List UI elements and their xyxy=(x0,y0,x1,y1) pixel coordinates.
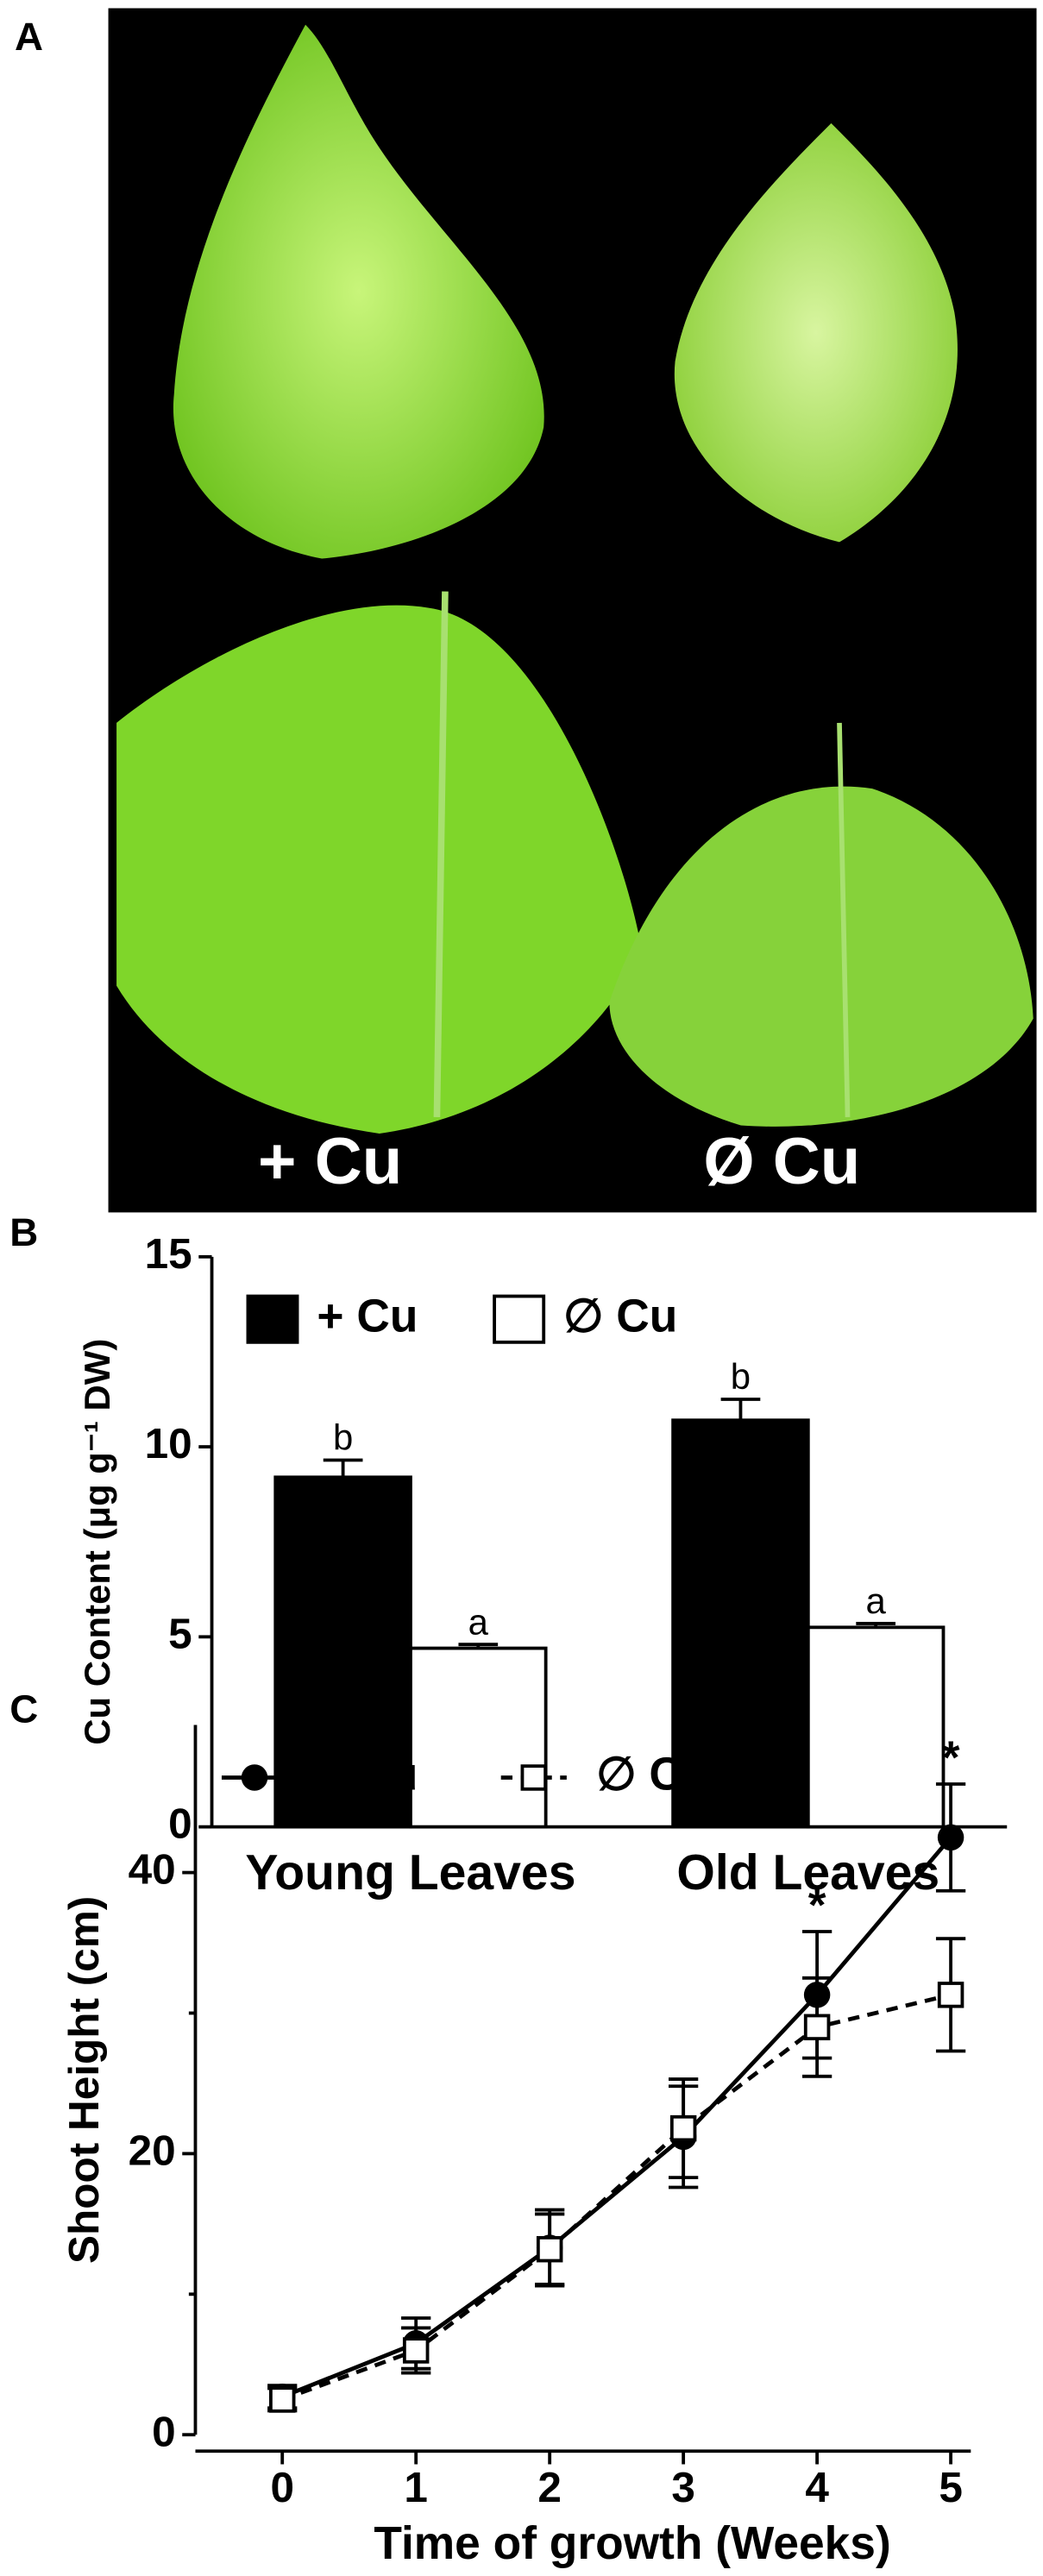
y-tick-label: 15 xyxy=(145,1230,192,1278)
panel-label: A xyxy=(15,15,43,59)
x-tick-label: Young Leaves xyxy=(245,1845,575,1901)
photo-label: Ø Cu xyxy=(703,1125,860,1198)
x-axis-label: Time of growth (Weeks) xyxy=(374,2518,890,2569)
legend-swatch xyxy=(246,1294,299,1344)
photo-stem xyxy=(433,591,449,1118)
photo-leaf xyxy=(674,123,958,543)
panel-label: C xyxy=(9,1687,38,1731)
bar-annotation: a xyxy=(866,1580,887,1621)
photo-plant xyxy=(609,786,1034,1127)
bar-annotation: b xyxy=(731,1356,751,1397)
y-tick-label: 5 xyxy=(168,1610,192,1657)
y-tick-label: 0 xyxy=(152,2408,176,2455)
bar xyxy=(806,1625,946,1829)
significance-mark: * xyxy=(942,1732,960,1783)
photo-stem xyxy=(837,722,851,1118)
photo-leaf xyxy=(173,24,544,559)
marker xyxy=(268,2386,296,2413)
bar xyxy=(409,1646,548,1829)
y-axis-label: Shoot Height (cm) xyxy=(60,1896,108,2264)
x-tick-label: 0 xyxy=(270,2464,294,2511)
marker xyxy=(803,1982,831,2008)
legend-label: ∅ Cu xyxy=(596,1750,710,1800)
legend-marker xyxy=(241,1764,268,1791)
marker xyxy=(937,1982,964,2008)
series-line xyxy=(281,1993,952,2402)
marker xyxy=(536,2235,563,2263)
legend-label: + Cu xyxy=(317,1750,418,1800)
legend-swatch xyxy=(493,1294,546,1344)
marker xyxy=(402,2337,430,2364)
bar-annotation: b xyxy=(333,1417,353,1458)
x-tick-label: 4 xyxy=(805,2464,829,2511)
x-tick-label: 5 xyxy=(939,2464,963,2511)
photo-plant xyxy=(116,605,643,1134)
marker xyxy=(803,2014,831,2041)
panel-label: B xyxy=(9,1210,38,1254)
x-tick-label: Old Leaves xyxy=(676,1845,939,1901)
marker xyxy=(669,2114,697,2142)
x-tick-label: 3 xyxy=(671,2464,695,2511)
legend-label: + Cu xyxy=(317,1291,418,1341)
y-tick-label: 40 xyxy=(129,1846,176,1894)
bar-annotation: a xyxy=(468,1601,489,1642)
photo-label: + Cu xyxy=(258,1125,402,1198)
x-tick-label: 2 xyxy=(537,2464,562,2511)
y-tick-label: 0 xyxy=(168,1800,192,1848)
bar xyxy=(671,1418,810,1829)
x-tick-label: 1 xyxy=(404,2464,428,2511)
y-tick-label: 20 xyxy=(129,2127,176,2174)
marker xyxy=(937,1824,964,1851)
significance-mark: * xyxy=(808,1880,826,1931)
legend-label: ∅ Cu xyxy=(563,1291,677,1341)
y-axis-label: Cu Content (μg g⁻¹ DW) xyxy=(77,1339,117,1745)
legend-marker xyxy=(520,1764,548,1791)
series-line xyxy=(281,1836,952,2399)
y-tick-label: 10 xyxy=(145,1420,192,1467)
